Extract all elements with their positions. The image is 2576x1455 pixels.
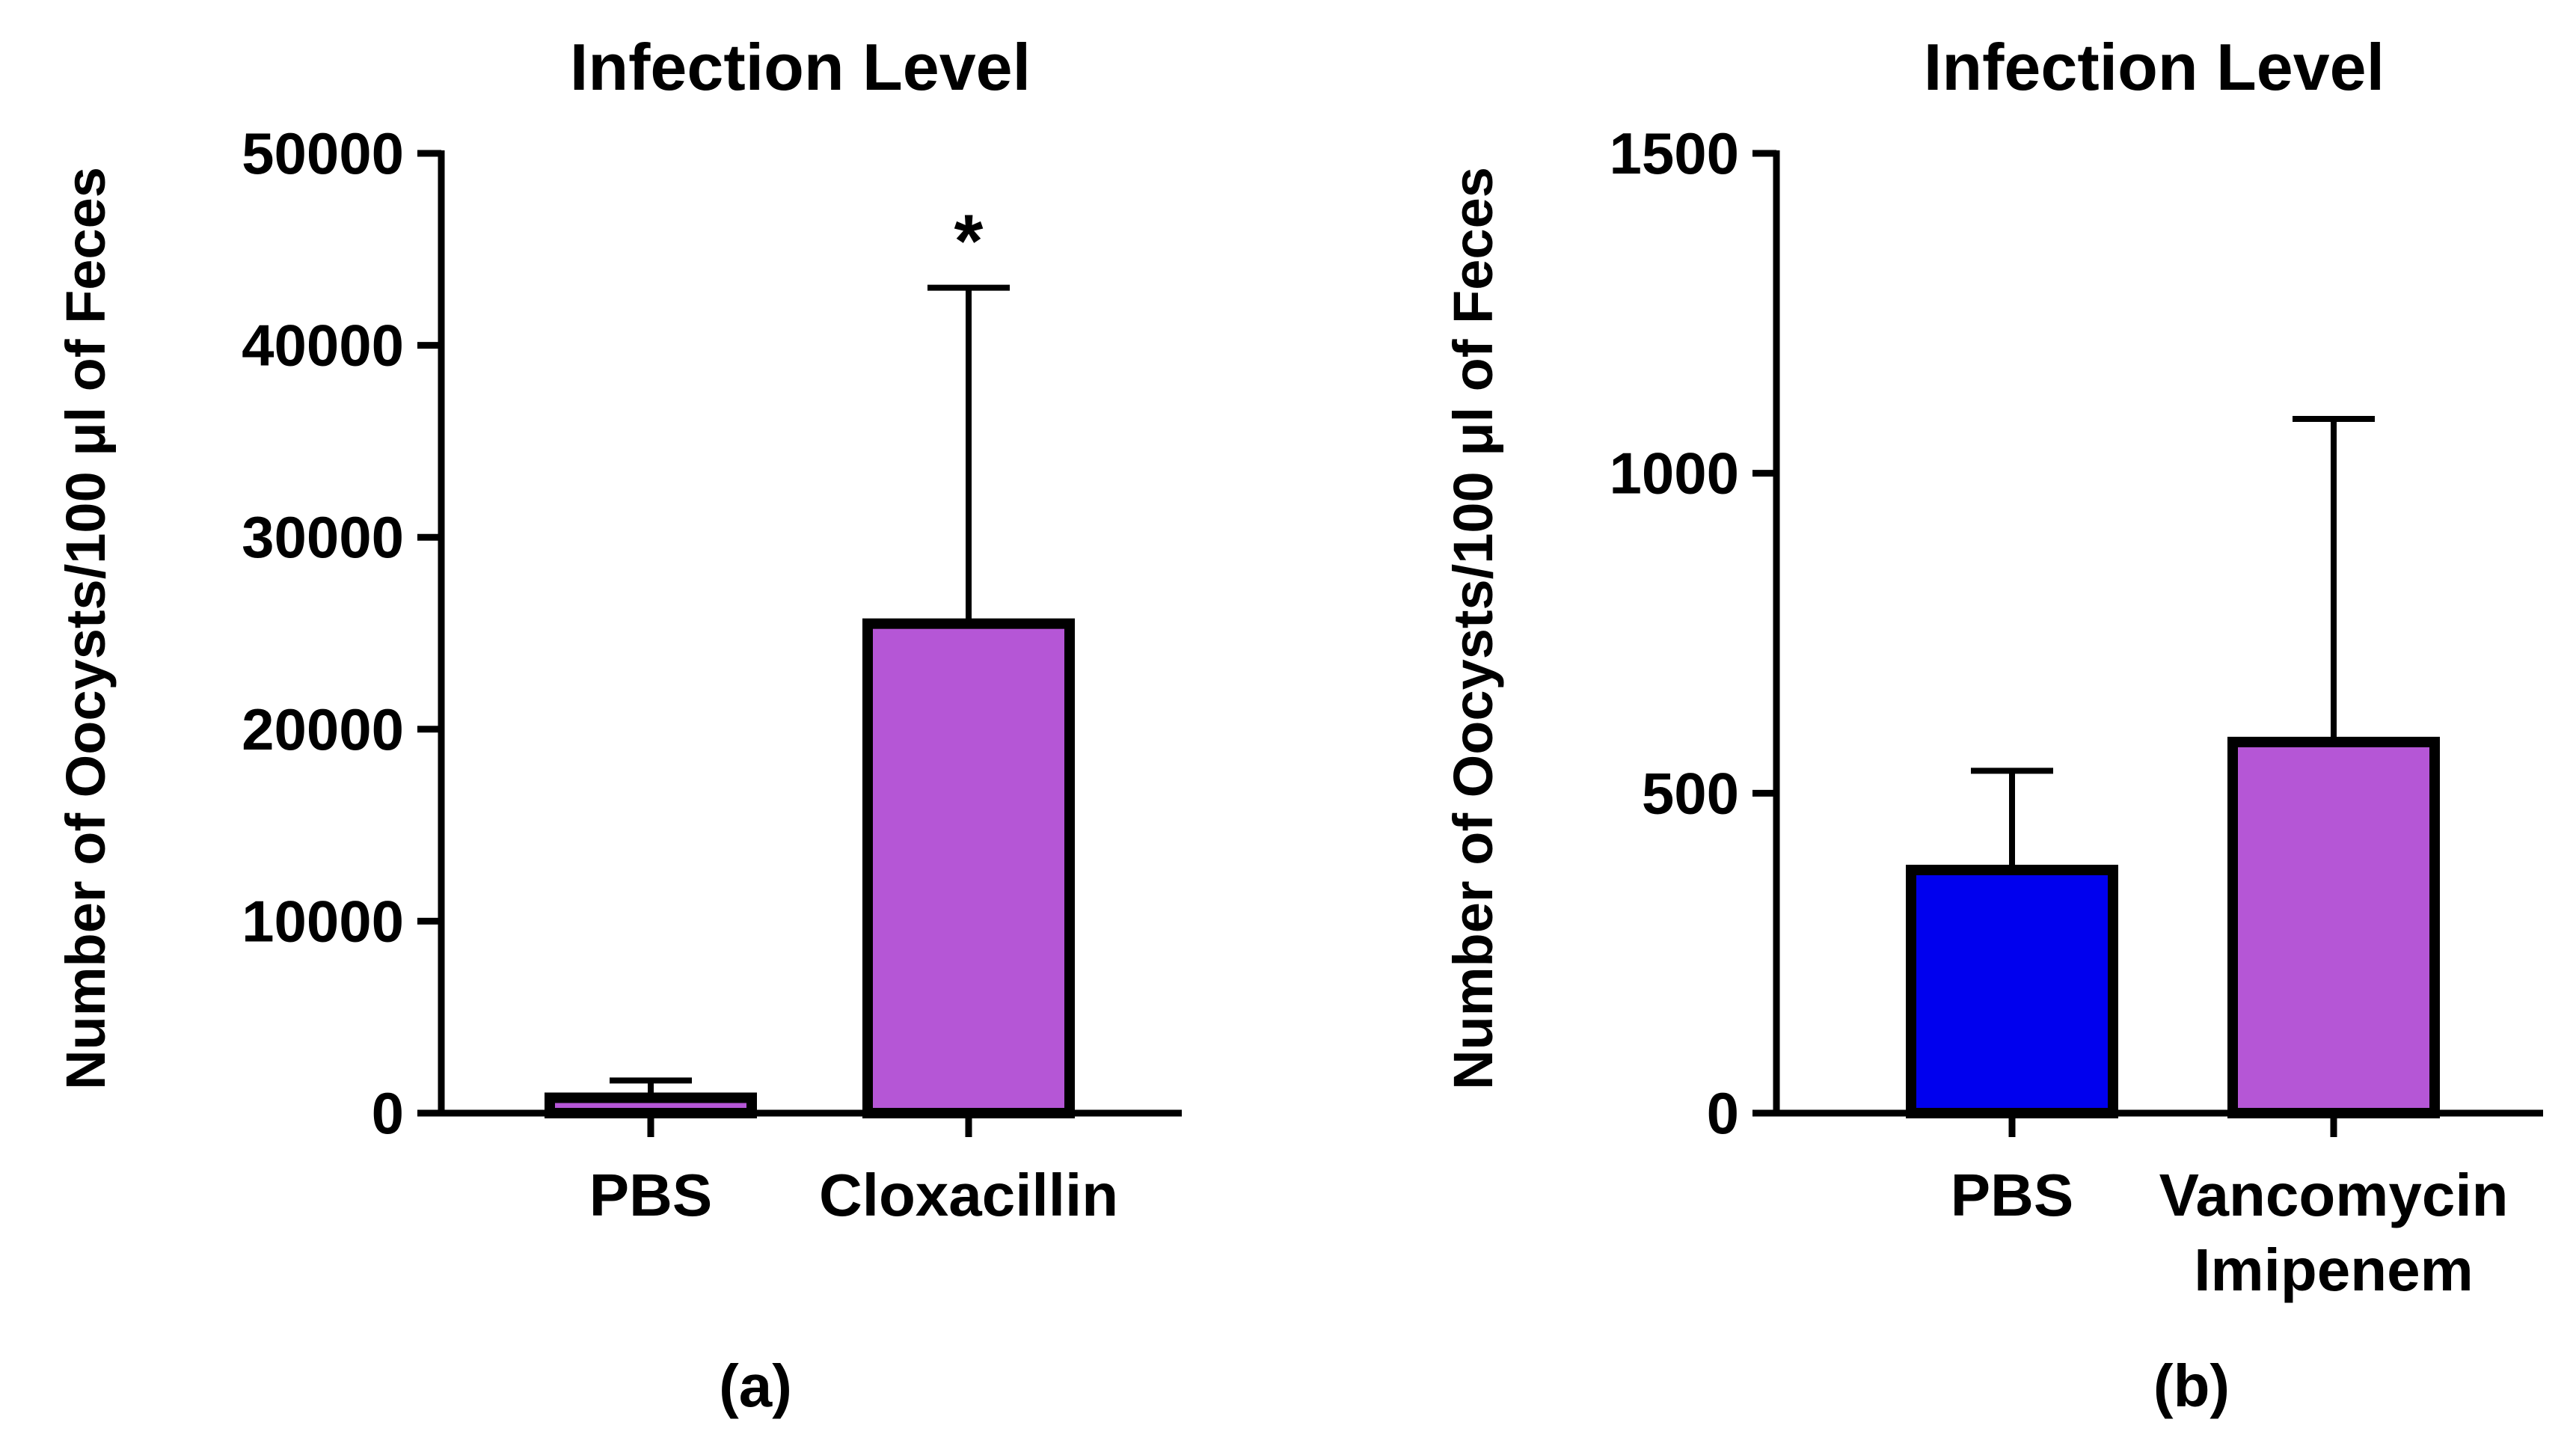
y-tick-label: 500 [1642,760,1739,826]
y-axis-label: Number of Oocysts/100 μl of Feces [55,167,117,1090]
x-tick-label: Cloxacillin [819,1162,1118,1228]
y-tick-label: 0 [372,1080,404,1146]
y-tick-label: 40000 [242,313,404,379]
bar-vancomycin-imipenem [2227,736,2440,1118]
chart-panel-b: Infection Level Number of Oocysts/100 μl … [1442,30,2543,1419]
bar-pbs [1906,864,2118,1119]
y-tick-label: 1000 [1609,441,1739,506]
y-tick-label: 1500 [1609,120,1739,186]
y-axis-label: Number of Oocysts/100 μl of Feces [1442,167,1504,1090]
bar-cloxacillin [862,618,1075,1118]
x-tick-label: Vancomycin Imipenem [2159,1162,2509,1303]
chart-panel-a: Infection Level Number of Oocysts/100 μl … [55,30,1182,1419]
panel-label: (a) [719,1353,792,1419]
y-tick-label: 0 [1707,1080,1739,1146]
y-tick-label: 10000 [242,888,404,954]
x-tick-label: PBS [589,1162,713,1228]
y-tick-label: 50000 [242,120,404,186]
chart-title: Infection Level [1924,30,2385,104]
significance-marker: * [954,200,984,284]
y-tick-label: 30000 [242,504,404,570]
chart-title: Infection Level [570,30,1031,104]
x-tick-label: PBS [1951,1162,2074,1228]
y-tick-label: 20000 [242,696,404,762]
panel-label: (b) [2153,1353,2230,1419]
